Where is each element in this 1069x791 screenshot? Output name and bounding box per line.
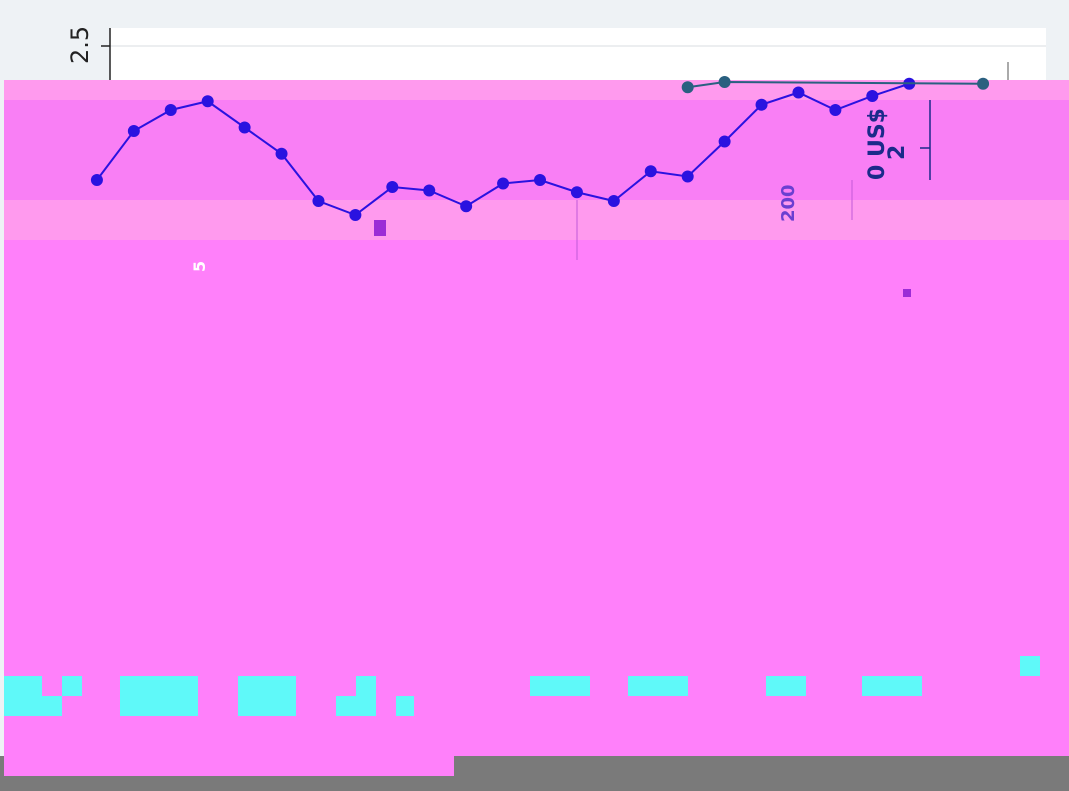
overlay-band-low	[4, 200, 1069, 240]
cyan-block-2	[42, 696, 62, 716]
series-0-point-7	[349, 209, 362, 221]
overlay-block-main	[4, 240, 1069, 756]
series-0-point-17	[718, 135, 731, 148]
series-0-point-11	[497, 177, 510, 190]
cyan-block-9	[530, 676, 590, 696]
series-0-point-18	[755, 98, 768, 111]
cyan-block-4	[120, 676, 198, 716]
series-0-point-10	[460, 200, 473, 213]
artifact-dark-2	[903, 289, 911, 297]
cyan-block-13	[1020, 656, 1040, 676]
series-0-point-5	[275, 147, 288, 160]
series-0-point-12	[534, 174, 546, 186]
y-tick-label-top: 2.5	[66, 26, 94, 64]
right-axis-tick-label: 2	[885, 144, 910, 160]
cyan-block-12	[862, 676, 922, 696]
cyan-block-7	[356, 676, 376, 716]
series-line-1	[687, 80, 984, 89]
cyan-block-1	[4, 676, 42, 716]
plot-area	[110, 28, 1046, 88]
series-0-point-15	[644, 165, 657, 178]
cyan-block-11	[766, 676, 806, 696]
series-0-point-0	[90, 174, 103, 186]
series-0-point-13	[570, 186, 583, 199]
series-0-point-19	[792, 86, 805, 99]
series-0-point-3	[201, 95, 214, 108]
x-tick-fragment: 200	[778, 184, 799, 222]
cyan-block-10	[628, 676, 688, 696]
artifact-dark-1	[374, 220, 386, 236]
cyan-block-8	[396, 696, 414, 716]
cyan-block-3	[62, 676, 82, 696]
series-0-point-9	[423, 184, 436, 197]
series-0-point-20	[829, 104, 842, 116]
series-0-point-8	[386, 181, 399, 193]
series-0-point-1	[127, 125, 140, 137]
overlay-series	[90, 76, 990, 221]
series-1-point-2	[977, 77, 990, 90]
cyan-block-5	[238, 676, 296, 716]
series-0-point-6	[312, 195, 325, 207]
footer-pink	[4, 756, 454, 776]
series-0-point-14	[607, 195, 620, 207]
series-1-point-1	[718, 76, 731, 88]
left-tick-fragment: 5	[190, 260, 209, 272]
series-0-point-16	[681, 170, 694, 183]
series-1-point-0	[681, 81, 694, 94]
cyan-block-6	[336, 696, 356, 716]
series-0-point-21	[866, 90, 879, 102]
series-0-point-2	[164, 104, 177, 116]
series-0-point-4	[238, 121, 251, 134]
